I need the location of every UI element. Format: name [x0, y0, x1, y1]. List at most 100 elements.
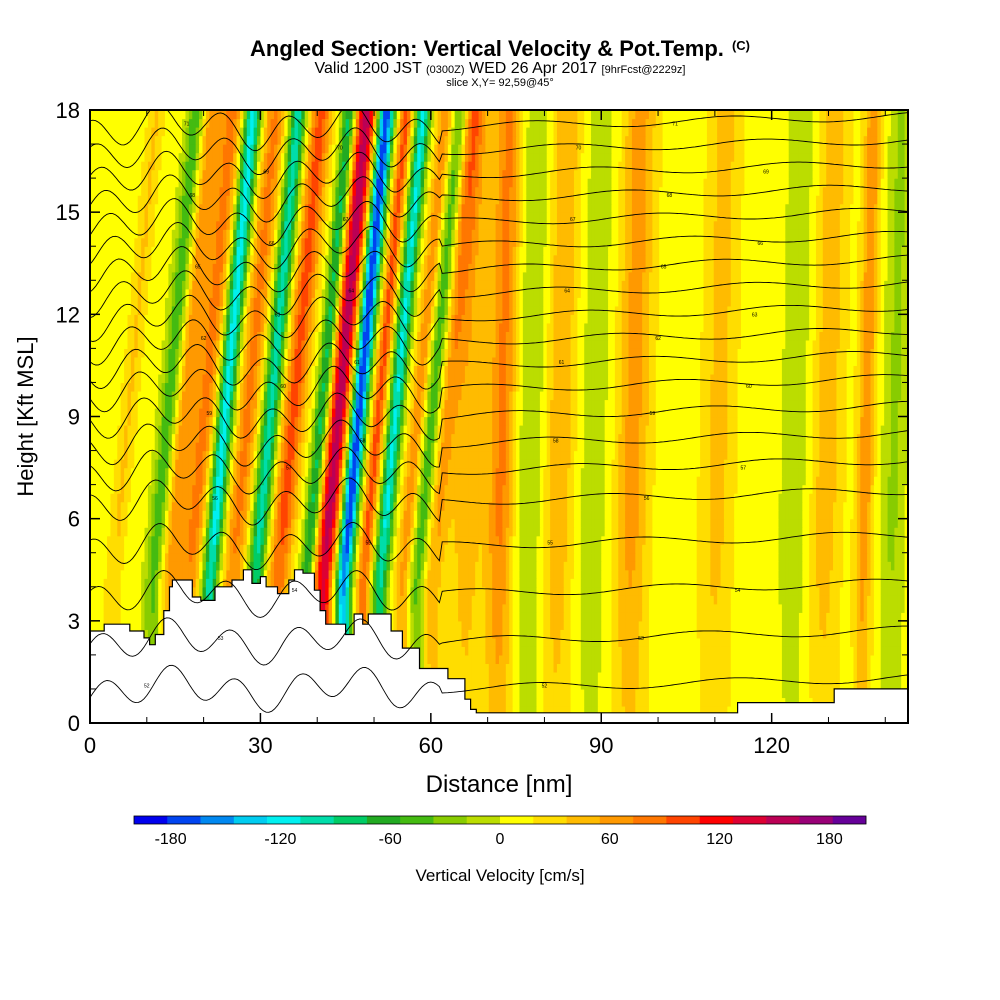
velocity-cell: [550, 671, 555, 682]
velocity-cell: [809, 629, 814, 639]
velocity-cell: [635, 578, 640, 588]
velocity-cell: [471, 544, 476, 554]
velocity-cell: [594, 561, 599, 571]
velocity-cell: [890, 629, 895, 639]
velocity-cell: [720, 620, 725, 630]
velocity-cell: [638, 629, 643, 639]
velocity-cell: [904, 552, 908, 562]
velocity-cell: [110, 603, 115, 613]
velocity-cell: [475, 612, 480, 622]
velocity-cell: [492, 646, 497, 656]
velocity-cell: [437, 603, 442, 613]
velocity-cell: [863, 637, 868, 647]
velocity-cell: [499, 578, 504, 588]
velocity-cell: [703, 603, 708, 613]
velocity-cell: [809, 654, 814, 664]
velocity-cell: [441, 654, 446, 664]
velocity-cell: [618, 688, 623, 699]
velocity-cell: [539, 586, 544, 596]
velocity-cell: [713, 663, 718, 673]
velocity-cell: [696, 646, 701, 656]
velocity-cell: [591, 595, 596, 605]
velocity-cell: [611, 705, 616, 716]
velocity-cell: [233, 552, 238, 562]
velocity-cell: [161, 544, 166, 554]
velocity-cell: [795, 680, 800, 690]
velocity-cell: [553, 705, 558, 716]
velocity-cell: [723, 544, 728, 554]
velocity-cell: [550, 544, 555, 554]
velocity-cell: [90, 612, 95, 622]
velocity-cell: [730, 603, 735, 613]
velocity-cell: [516, 612, 521, 622]
velocity-cell: [867, 646, 872, 656]
velocity-cell: [233, 561, 238, 571]
velocity-cell: [567, 697, 572, 707]
velocity-cell: [488, 544, 493, 554]
velocity-cell: [345, 612, 350, 622]
velocity-cell: [526, 569, 531, 579]
velocity-cell: [277, 552, 282, 562]
velocity-cell: [284, 544, 289, 554]
velocity-cell: [488, 646, 493, 656]
velocity-cell: [826, 552, 831, 562]
velocity-cell: [417, 552, 422, 562]
velocity-cell: [723, 612, 728, 622]
velocity-cell: [645, 603, 650, 613]
velocity-cell: [754, 646, 759, 656]
velocity-cell: [676, 646, 681, 656]
velocity-cell: [277, 586, 282, 596]
velocity-cell: [826, 612, 831, 622]
velocity-cell: [890, 578, 895, 588]
velocity-cell: [771, 612, 776, 622]
velocity-cell: [413, 595, 418, 605]
velocity-cell: [877, 561, 882, 571]
velocity-cell: [509, 629, 514, 639]
velocity-cell: [717, 629, 722, 639]
velocity-cell: [560, 646, 565, 656]
velocity-cell: [778, 603, 783, 613]
velocity-cell: [522, 697, 527, 707]
velocity-cell: [853, 569, 858, 579]
velocity-cell: [792, 569, 797, 579]
velocity-cell: [795, 586, 800, 596]
velocity-cell: [686, 705, 691, 716]
velocity-cell: [880, 663, 885, 673]
velocity-cell: [717, 569, 722, 579]
velocity-cell: [863, 586, 868, 596]
velocity-cell: [406, 586, 411, 596]
velocity-cell: [355, 552, 360, 562]
velocity-cell: [516, 705, 521, 716]
velocity-cell: [751, 586, 756, 596]
velocity-cell: [703, 697, 708, 707]
velocity-cell: [730, 561, 735, 571]
velocity-cell: [754, 620, 759, 630]
velocity-cell: [516, 654, 521, 664]
velocity-cell: [751, 612, 756, 622]
velocity-cell: [614, 569, 619, 579]
velocity-cell: [410, 637, 415, 647]
velocity-cell: [226, 552, 231, 562]
velocity-cell: [638, 697, 643, 707]
velocity-cell: [846, 680, 851, 690]
velocity-cell: [355, 595, 360, 605]
velocity-cell: [720, 688, 725, 699]
velocity-cell: [645, 552, 650, 562]
velocity-cell: [672, 569, 677, 579]
velocity-cell: [713, 569, 718, 579]
velocity-cell: [853, 561, 858, 571]
velocity-cell: [468, 612, 473, 622]
velocity-cell: [785, 688, 790, 699]
velocity-cell: [662, 654, 667, 664]
velocity-cell: [505, 586, 510, 596]
velocity-cell: [406, 620, 411, 630]
velocity-cell: [141, 561, 146, 571]
velocity-cell: [843, 603, 848, 613]
velocity-cell: [546, 552, 551, 562]
velocity-cell: [505, 552, 510, 562]
velocity-cell: [383, 552, 388, 562]
velocity-cell: [400, 595, 405, 605]
velocity-cell: [853, 671, 858, 682]
velocity-cell: [567, 637, 572, 647]
velocity-cell: [597, 637, 602, 647]
